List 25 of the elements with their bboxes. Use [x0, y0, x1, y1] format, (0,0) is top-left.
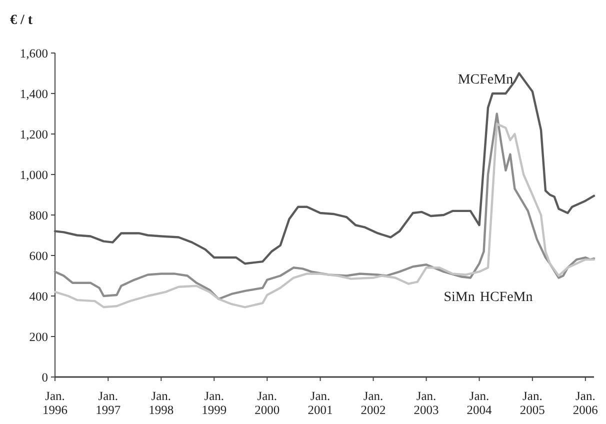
y-tick-label: 1,400	[20, 86, 48, 101]
x-tick-label: Jan. 1996	[42, 389, 68, 417]
series-label: HCFeMn	[480, 290, 533, 305]
y-tick-label: 1,200	[20, 127, 48, 142]
x-tick-label: Jan. 1999	[202, 389, 227, 417]
series-label: MCFeMn	[458, 72, 514, 88]
x-tick-label: Jan. 2002	[360, 389, 386, 417]
x-tick-label: Jan. 2006	[572, 389, 598, 417]
y-tick-label: 800	[29, 208, 48, 222]
y-axis-title: € / t	[10, 13, 33, 28]
x-tick-label: Jan. 1998	[148, 389, 174, 417]
y-tick-label: 600	[29, 248, 48, 263]
line-series	[54, 72, 596, 265]
y-tick-label: 0	[42, 370, 48, 384]
x-tick-label: Jan. 2005	[520, 389, 545, 417]
x-tick-label: Jan. 1997	[96, 389, 121, 417]
x-tick-label: Jan. 2004	[466, 389, 493, 417]
series-label: SiMn	[444, 290, 475, 305]
y-tick-label: 200	[29, 330, 48, 344]
x-tick-label: Jan. 2000	[254, 389, 280, 417]
x-tick-label: Jan. 2003	[414, 389, 439, 417]
y-tick-label: 1,600	[20, 46, 48, 60]
y-tick-label: 400	[29, 289, 48, 304]
y-tick-label: 1,000	[20, 168, 48, 182]
x-tick-label: Jan. 2001	[308, 389, 333, 417]
